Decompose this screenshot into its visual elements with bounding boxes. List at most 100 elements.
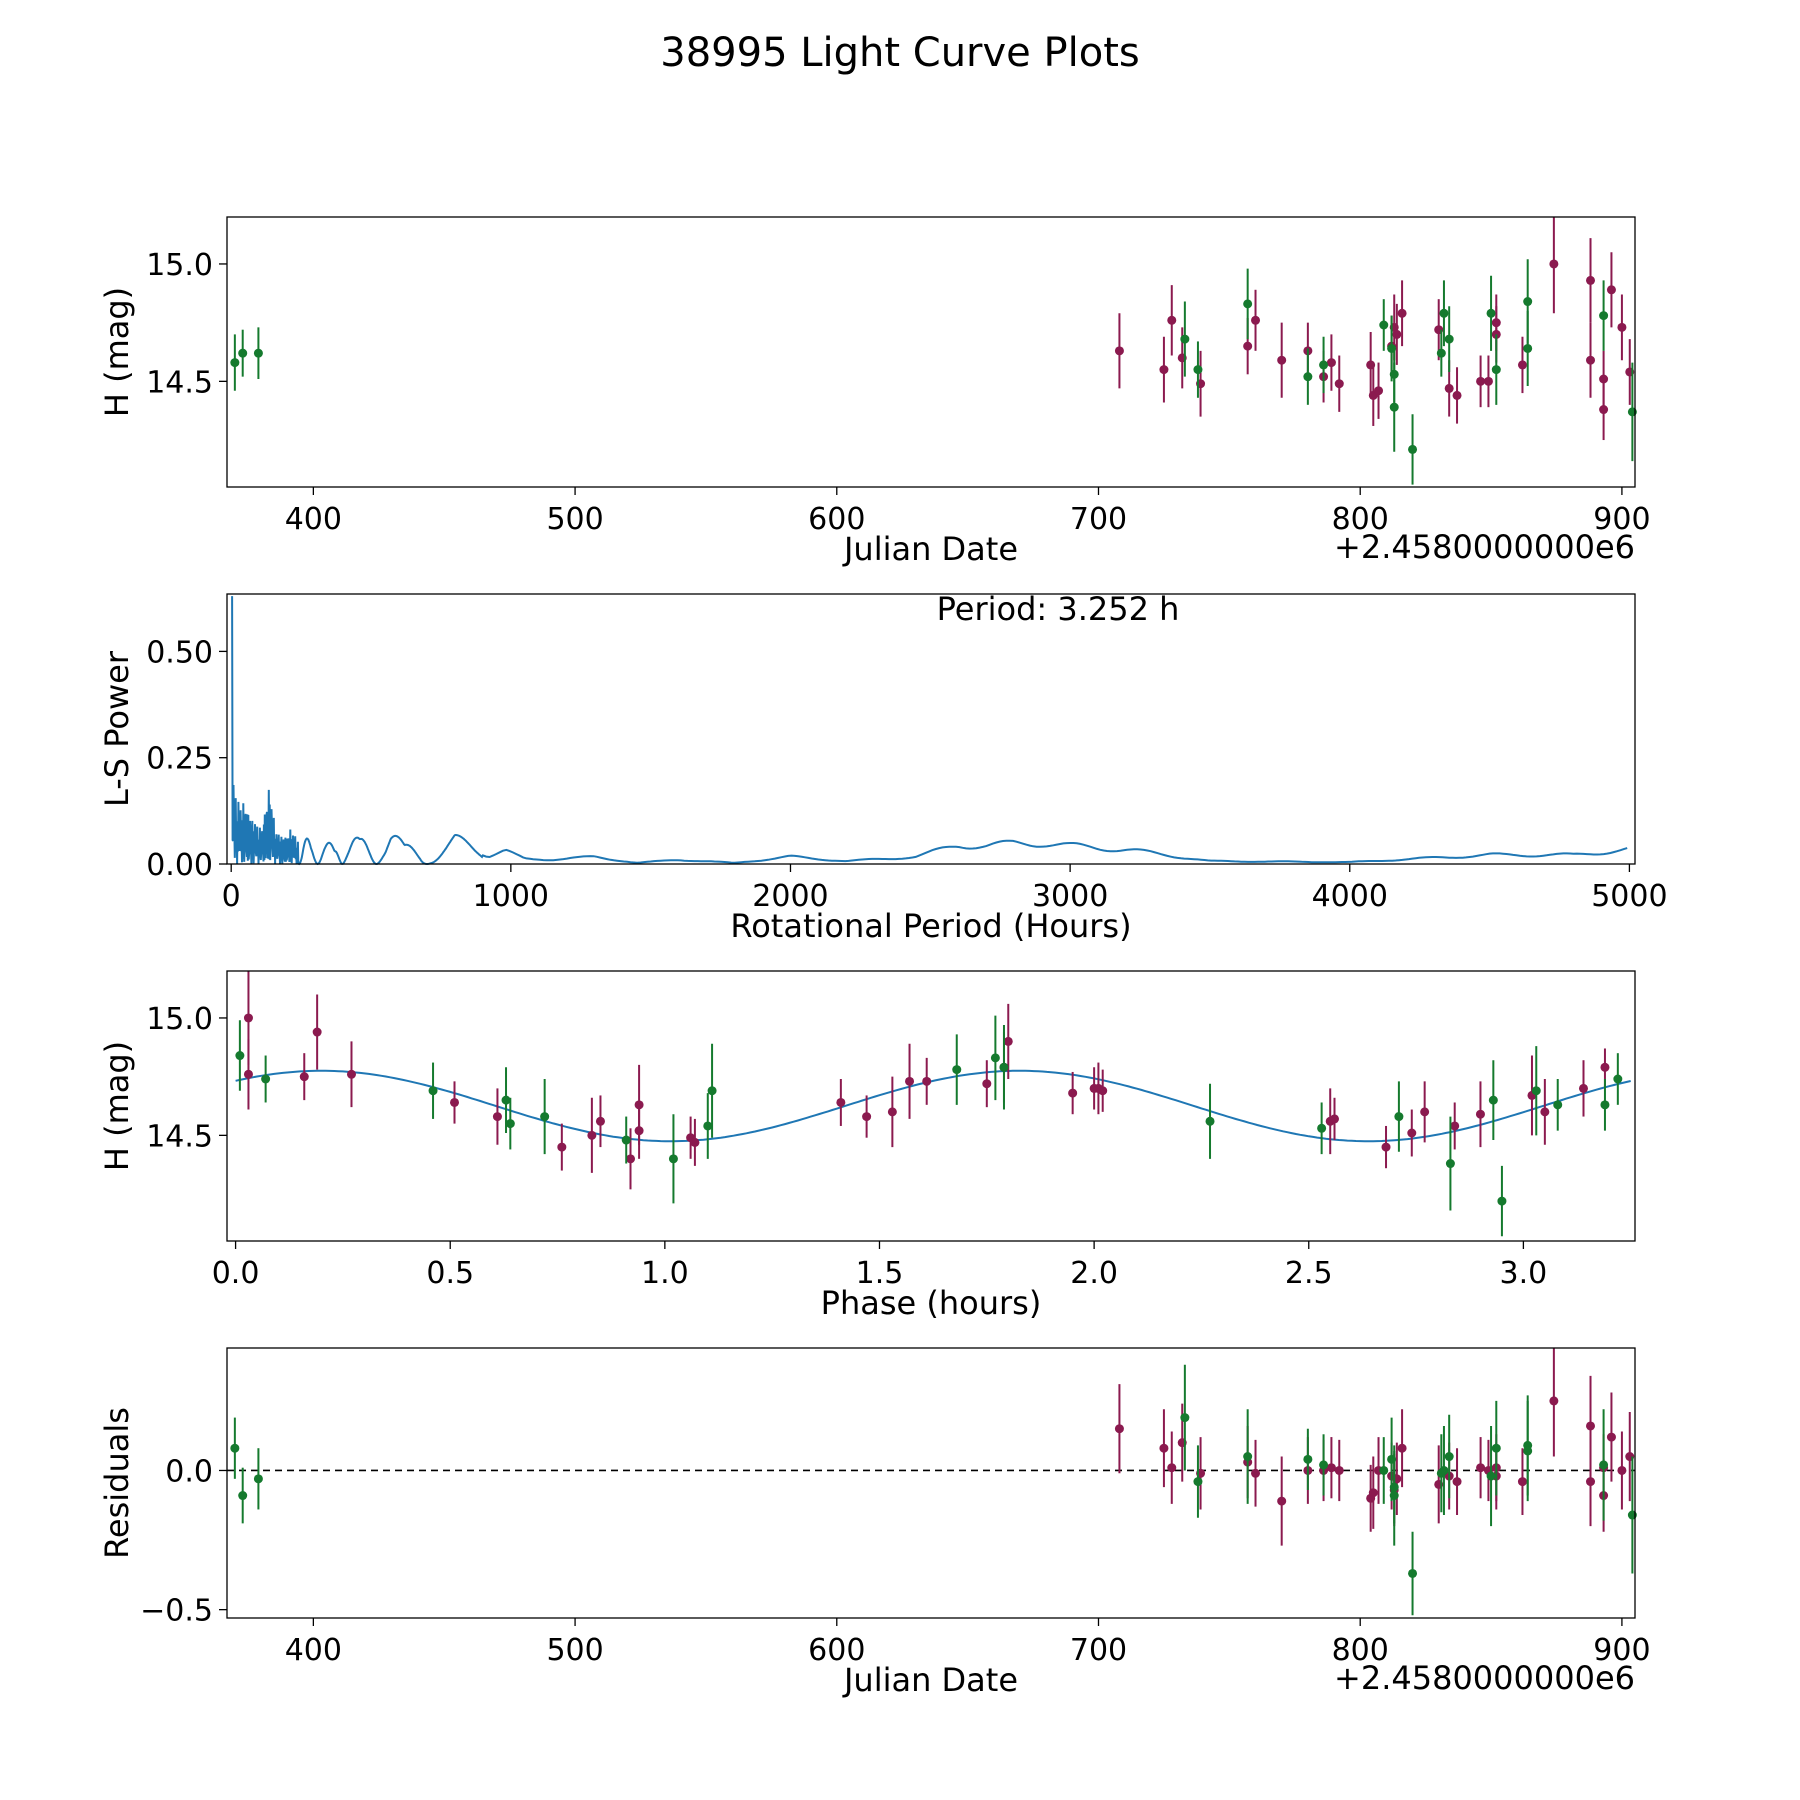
light-curve-filter-a-point	[1243, 341, 1253, 351]
phase-folded-filter-a-point	[634, 1100, 644, 1110]
light-curve-filter-a-point	[1617, 322, 1627, 332]
residuals-y-tick-label: 0.0	[165, 1454, 213, 1489]
residuals-x-tick-label: 400	[285, 1633, 342, 1668]
light-curve-ticks: 400 500 600 700 800 900 14.5 15.0	[146, 248, 1650, 537]
light-curve-x-tick-label: 400	[285, 502, 342, 537]
phase-folded-model-curve	[235, 1069, 1631, 1143]
periodogram-panel: 0 1000 2000 3000 4000 5000 0.00 0.25 0.50 Period…	[98, 590, 1668, 945]
light-curve-filter-a-point	[1483, 376, 1493, 386]
light-curve-x-tick-label: 600	[808, 502, 865, 537]
residuals-filter-a-point	[1397, 1443, 1407, 1453]
phase-folded-filter-a-point	[1068, 1088, 1078, 1098]
residuals-filter-b-point	[1408, 1568, 1418, 1578]
phase-folded-filter-a-point	[690, 1137, 700, 1147]
residuals-filter-b-point	[1303, 1454, 1313, 1464]
residuals-filter-a-point	[1452, 1477, 1462, 1487]
residuals-axes-frame	[226, 1347, 1636, 1619]
phase-folded-filter-b-point	[999, 1062, 1009, 1072]
phase-folded-x-tick-label: 1.0	[641, 1256, 689, 1291]
residuals-filter-b-point	[1193, 1477, 1203, 1487]
light-curve-filter-b-point	[1193, 365, 1203, 375]
residuals-y-tick-label: −0.5	[140, 1594, 213, 1629]
periodogram-power-line	[231, 596, 1628, 866]
phase-folded-filter-a-point	[1098, 1086, 1108, 1096]
residuals-filter-b-point	[1491, 1443, 1501, 1453]
light-curve-filter-a-point	[1606, 285, 1616, 295]
phase-folded-panel: 0.0 0.5 1.0 1.5 2.0 2.5 3.0 14.5 15.0 Phase (hou…	[98, 970, 1636, 1322]
light-curve-filter-a-point	[1452, 390, 1462, 400]
periodogram-x-tick-label: 0	[222, 879, 241, 914]
periodogram-x-label: Rotational Period (Hours)	[730, 907, 1131, 945]
phase-folded-filter-b-point	[1394, 1112, 1404, 1122]
residuals-x-tick-label: 600	[808, 1633, 865, 1668]
phase-folded-filter-a-point	[836, 1097, 846, 1107]
phase-folded-axes-frame	[226, 970, 1636, 1242]
phase-folded-filter-b-point	[1317, 1123, 1327, 1133]
light-curve-y-tick-label: 15.0	[146, 248, 213, 283]
residuals-filter-a-point	[1617, 1465, 1627, 1475]
light-curve-filter-b-point	[1243, 299, 1253, 309]
light-curve-filter-a-point	[1444, 383, 1454, 393]
light-curve-filter-a-point	[1549, 259, 1559, 269]
phase-folded-filter-a-point	[905, 1076, 915, 1086]
phase-folded-filter-a-point	[1407, 1128, 1417, 1138]
light-curve-x-tick-label: 500	[546, 502, 603, 537]
light-curve-filter-a-point	[1476, 376, 1486, 386]
phase-folded-filter-a-point	[982, 1079, 992, 1089]
light-curve-filter-b-point	[230, 358, 240, 368]
phase-folded-y-tick-label: 15.0	[146, 1002, 213, 1037]
light-curve-filter-a-point	[1334, 379, 1344, 389]
residuals-filter-a-point	[1167, 1463, 1177, 1473]
residuals-x-label: Julian Date	[842, 1661, 1018, 1699]
residuals-filter-a-point	[1586, 1421, 1596, 1431]
light-curve-x-tick-label: 700	[1070, 502, 1127, 537]
light-curve-filter-b-point	[1303, 372, 1313, 382]
light-curve-filter-b-point	[1486, 308, 1496, 318]
phase-folded-filter-a-point	[299, 1072, 309, 1082]
periodogram-ticks: 0 1000 2000 3000 4000 5000 0.00 0.25 0.50	[146, 635, 1667, 914]
residuals-filter-a-point	[1159, 1443, 1169, 1453]
phase-folded-filter-a-point	[243, 1069, 253, 1079]
residuals-filter-a-point	[1606, 1432, 1616, 1442]
phase-folded-y-label: H (mag)	[98, 1041, 136, 1171]
periodogram-y-tick-label: 0.50	[146, 635, 213, 670]
residuals-filter-a-point	[1368, 1488, 1378, 1498]
residuals-filter-a-point	[1517, 1477, 1527, 1487]
phase-folded-filter-a-point	[450, 1097, 460, 1107]
residuals-marks	[227, 1348, 1637, 1616]
periodogram-x-tick-label: 3000	[1032, 879, 1108, 914]
residuals-filter-a-point	[1586, 1477, 1596, 1487]
light-curve-filter-a-point	[1599, 405, 1609, 415]
phase-folded-filter-a-point	[312, 1027, 322, 1037]
light-curve-filter-a-point	[1326, 358, 1336, 368]
light-curve-filter-a-point	[1397, 308, 1407, 318]
light-curve-filter-b-point	[1389, 402, 1399, 412]
residuals-filter-b-point	[1389, 1491, 1399, 1501]
light-curve-filter-a-point	[1599, 374, 1609, 384]
light-curve-filter-a-point	[1114, 346, 1124, 356]
periodogram-annotation: Period: 3.252 h	[937, 590, 1180, 628]
light-curve-filter-a-point	[1159, 365, 1169, 375]
phase-folded-filter-a-point	[862, 1112, 872, 1122]
phase-folded-y-tick-label: 14.5	[146, 1119, 213, 1154]
phase-folded-filter-b-point	[540, 1112, 550, 1122]
phase-folded-filter-a-point	[346, 1069, 356, 1079]
light-curve-filter-a-point	[1586, 355, 1596, 365]
phase-folded-x-tick-label: 2.0	[1070, 1256, 1118, 1291]
residuals-filter-b-point	[1180, 1413, 1190, 1423]
phase-folded-filter-a-point	[626, 1154, 636, 1164]
light-curve-filter-a-point	[1374, 386, 1384, 396]
periodogram-y-tick-label: 0.00	[146, 848, 213, 883]
light-curve-filter-b-point	[1444, 334, 1454, 344]
residuals-filter-a-point	[1251, 1468, 1261, 1478]
phase-folded-filter-a-point	[1540, 1107, 1550, 1117]
light-curve-filter-b-point	[1180, 334, 1190, 344]
periodogram-x-tick-label: 1000	[473, 879, 549, 914]
phase-folded-x-tick-label: 3.0	[1500, 1256, 1548, 1291]
light-curve-offset-text: +2.4580000000e6	[1334, 528, 1635, 566]
phase-folded-filter-a-point	[492, 1112, 502, 1122]
figure-title: 38995 Light Curve Plots	[660, 30, 1139, 76]
phase-folded-filter-b-point	[505, 1119, 515, 1129]
phase-folded-filter-b-point	[428, 1086, 438, 1096]
